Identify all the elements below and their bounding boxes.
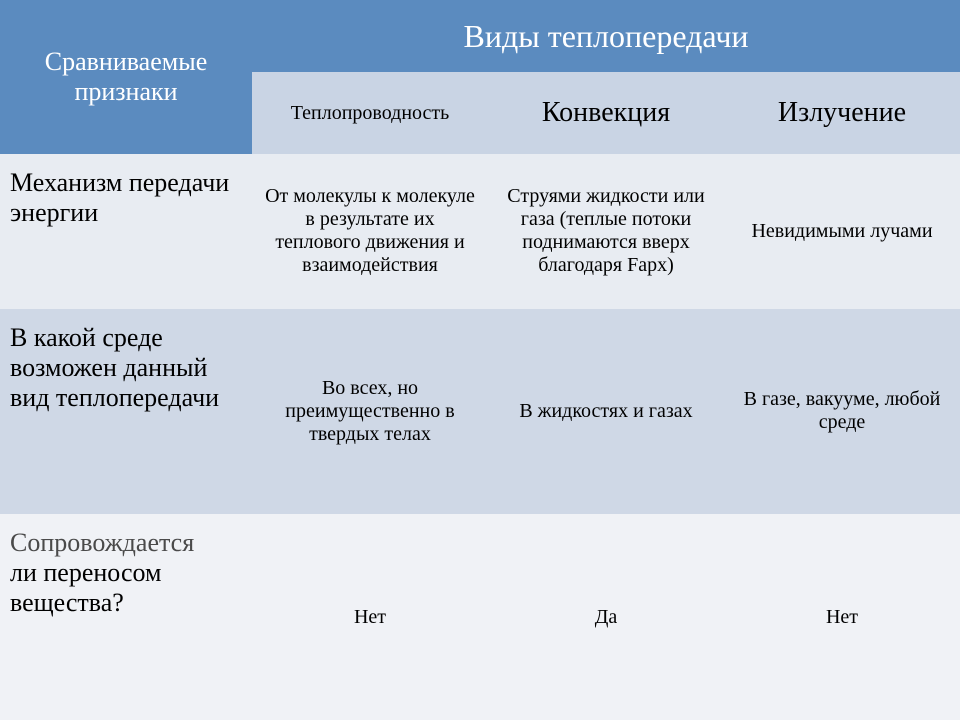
cell: В жидкостях и газах [488,309,724,515]
row-label-matter-transfer: Сопровождается ли переносом вещества? [0,514,252,720]
subheader-conduction: Теплопроводность [252,72,488,154]
cell: Нет [724,514,960,720]
header-top: Виды теплопередачи [252,0,960,72]
cell: Да [488,514,724,720]
comparison-table: Сравниваемые признаки Виды теплопередачи… [0,0,960,720]
cell: Невидимыми лучами [724,154,960,308]
subheader-radiation: Излучение [724,72,960,154]
row-label-suffix: ли переносом вещества? [10,558,161,617]
row-label-medium: В какой среде возможен данный вид теплоп… [0,309,252,515]
cell: Струями жидкости или газа (теплые потоки… [488,154,724,308]
row-label-prefix: Сопровождается [10,528,242,558]
subheader-convection: Конвекция [488,72,724,154]
header-row-1: Сравниваемые признаки Виды теплопередачи [0,0,960,72]
table-row: В какой среде возможен данный вид теплоп… [0,309,960,515]
cell: В газе, вакууме, любой среде [724,309,960,515]
cell: Во всех, но преимущественно в твердых те… [252,309,488,515]
row-label-mechanism: Механизм передачи энергии [0,154,252,308]
table-row: Сопровождается ли переносом вещества? Не… [0,514,960,720]
cell: От молекулы к молекуле в результате их т… [252,154,488,308]
cell: Нет [252,514,488,720]
header-left: Сравниваемые признаки [0,0,252,154]
table-row: Механизм передачи энергии От молекулы к … [0,154,960,308]
